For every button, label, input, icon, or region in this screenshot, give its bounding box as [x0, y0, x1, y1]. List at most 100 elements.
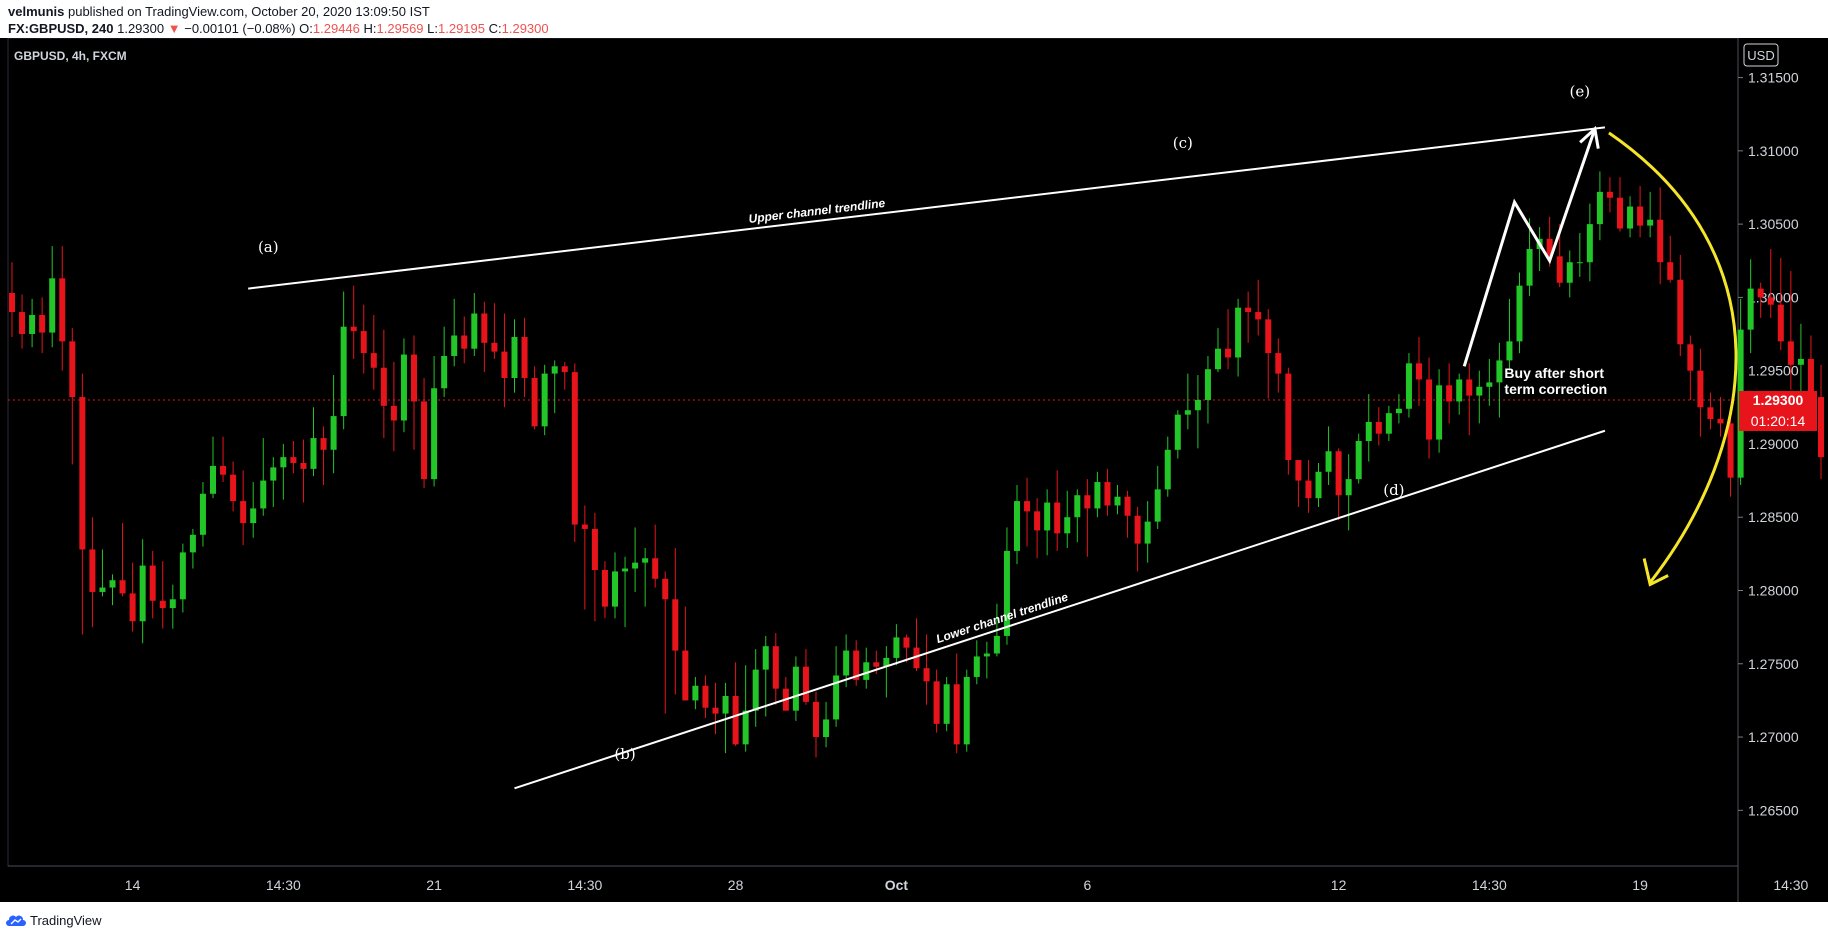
- candle-down: [1426, 379, 1433, 440]
- candle-down: [732, 696, 739, 745]
- candle-down: [601, 569, 608, 607]
- candle-up: [1174, 414, 1181, 450]
- time-tick-label: 12: [1331, 877, 1347, 893]
- candle-up: [1496, 360, 1503, 383]
- candle-down: [69, 341, 76, 398]
- publish-text: published on TradingView.com, October 20…: [67, 4, 430, 19]
- projection-arrowhead: [1579, 125, 1600, 149]
- time-tick-label: 14:30: [1472, 877, 1507, 893]
- chart-canvas[interactable]: GBPUSD, 4h, FXCM USD 1.31500 1.31000 1.305…: [0, 38, 1828, 902]
- high-label: H:: [363, 21, 377, 36]
- candle-countdown: 01:20:14: [1751, 413, 1806, 429]
- candle-down: [1285, 373, 1292, 461]
- candle-up: [1365, 421, 1372, 442]
- candle-down: [300, 462, 307, 469]
- wave-label: (d): [1383, 481, 1404, 499]
- candle-up: [883, 657, 890, 667]
- upper-trendline[interactable]: [248, 126, 1606, 290]
- candle-down: [1245, 307, 1252, 313]
- candle-down: [662, 578, 669, 600]
- candle-down: [1104, 482, 1111, 506]
- current-price-value: 1.29300: [1753, 392, 1804, 408]
- wave-label: (b): [614, 745, 635, 763]
- wave-labels: (a) (b) (c) (d) (e): [258, 83, 1590, 763]
- candle-up: [622, 568, 629, 572]
- candle-down: [1687, 344, 1694, 371]
- candle-down: [1335, 451, 1342, 496]
- candle-down: [9, 292, 15, 313]
- price-tick-label: 1.31000: [1748, 143, 1799, 159]
- candle-up: [1164, 449, 1171, 490]
- candle-up: [441, 356, 448, 389]
- candle-down: [1124, 496, 1131, 516]
- candle-up: [1315, 471, 1322, 499]
- candle-down: [1375, 421, 1382, 434]
- candle-down: [1767, 297, 1774, 305]
- candle-up: [541, 373, 548, 427]
- candle-up: [963, 676, 970, 745]
- candle-up: [1184, 410, 1191, 415]
- candle-down: [1546, 238, 1553, 257]
- candle-up: [1596, 191, 1603, 225]
- candle-up: [1345, 479, 1352, 496]
- candle-up: [1003, 550, 1010, 636]
- candle-up: [551, 366, 558, 374]
- candle-down: [1657, 219, 1664, 263]
- candle-up: [1456, 379, 1463, 402]
- candle-down: [1134, 515, 1141, 544]
- curved-arrow-path[interactable]: [1608, 131, 1738, 584]
- close-value: 1.29300: [501, 21, 549, 36]
- last-price: 1.29300: [117, 21, 165, 36]
- candle-down: [1617, 197, 1623, 229]
- candle-down: [1777, 304, 1784, 342]
- candle-up: [843, 650, 850, 676]
- time-tick-label: 28: [728, 877, 744, 893]
- time-tick-label: 14:30: [567, 877, 602, 893]
- candle-up: [1114, 496, 1121, 506]
- candle-up: [642, 558, 649, 563]
- candle-up: [270, 467, 277, 481]
- wave-label: (c): [1173, 134, 1193, 152]
- tradingview-logo[interactable]: TradingView: [6, 913, 102, 928]
- candle-up: [1355, 441, 1362, 480]
- curved-arrowhead: [1642, 558, 1669, 587]
- candle-down: [772, 646, 779, 689]
- candle-up: [511, 336, 518, 378]
- currency-button[interactable]: [1743, 43, 1779, 67]
- candle-up: [451, 335, 458, 357]
- curved-arrow[interactable]: [1608, 131, 1738, 587]
- candle-down: [1255, 312, 1262, 320]
- candle-down: [1637, 206, 1644, 226]
- candle-up: [1074, 495, 1081, 518]
- candle-down: [591, 528, 598, 570]
- candle-down: [1667, 262, 1674, 280]
- candle-up: [893, 637, 900, 658]
- open-label: O:: [299, 21, 313, 36]
- candle-up: [993, 635, 1000, 654]
- author-name[interactable]: velmunis: [8, 4, 65, 19]
- time-tick-label: 6: [1083, 877, 1091, 893]
- projection-note: Buy after short: [1504, 365, 1604, 381]
- candle-up: [1647, 219, 1654, 226]
- candle-up: [792, 666, 799, 711]
- projection-zigzag[interactable]: [1462, 128, 1597, 367]
- candle-up: [1154, 489, 1161, 522]
- candle-up: [169, 599, 176, 609]
- candle-up: [1486, 382, 1493, 387]
- candle-up: [1194, 399, 1201, 411]
- candle-up: [260, 480, 267, 509]
- plot-area[interactable]: [7, 38, 1739, 867]
- candle-up: [1627, 206, 1634, 229]
- lower-trendline[interactable]: [514, 429, 1606, 790]
- candle-up: [109, 580, 116, 588]
- price-tick-label: 1.26500: [1748, 802, 1799, 818]
- price-tick-label: 1.31500: [1748, 70, 1799, 86]
- publish-info: velmunis published on TradingView.com, O…: [8, 4, 430, 19]
- chart-header: velmunis published on TradingView.com, O…: [0, 0, 1828, 38]
- candle-down: [220, 465, 227, 475]
- candle-down: [119, 580, 126, 594]
- candle-up: [823, 719, 830, 738]
- price-tick-label: 1.28500: [1748, 509, 1799, 525]
